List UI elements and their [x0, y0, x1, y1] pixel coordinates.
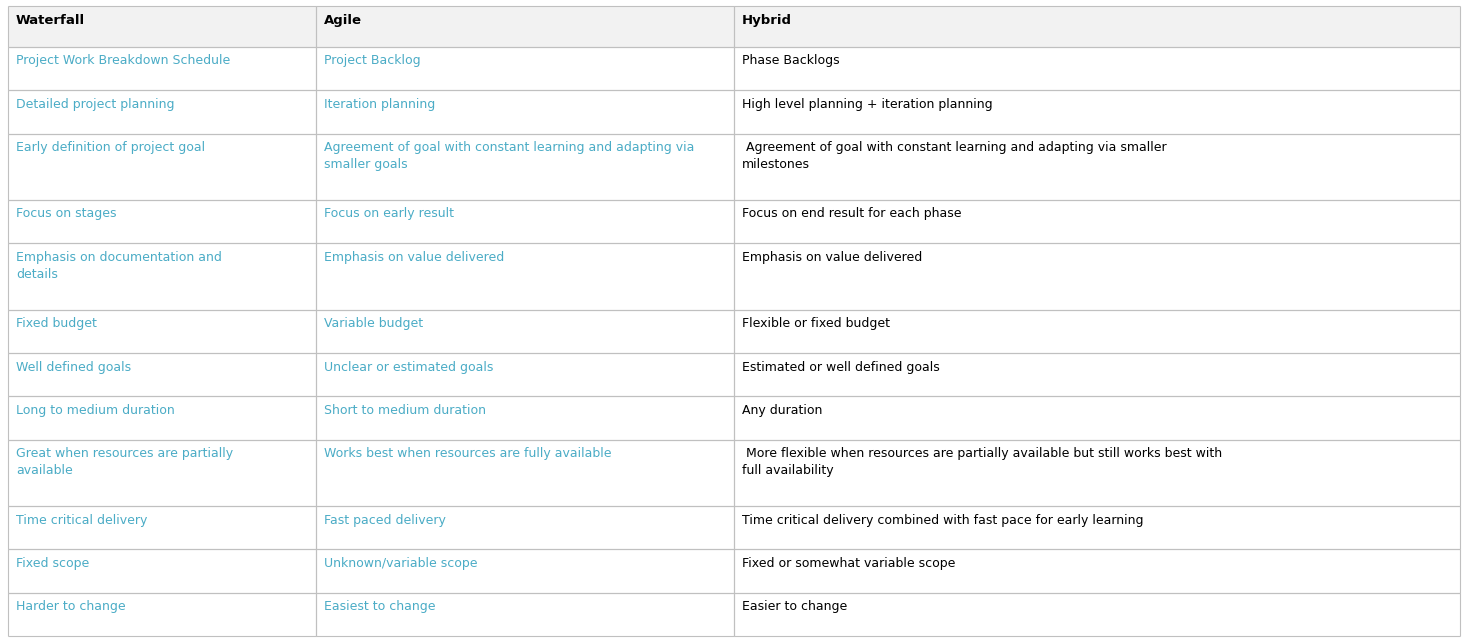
Bar — [734, 396, 1461, 440]
Text: Easiest to change: Easiest to change — [324, 600, 436, 613]
Text: High level planning + iteration planning: High level planning + iteration planning — [741, 98, 992, 111]
Text: Emphasis on value delivered: Emphasis on value delivered — [324, 251, 505, 264]
Text: Unknown/variable scope: Unknown/variable scope — [324, 557, 477, 570]
Text: Iteration planning: Iteration planning — [324, 98, 436, 111]
Bar — [7, 47, 316, 90]
Text: Focus on stages: Focus on stages — [16, 207, 116, 220]
Text: Emphasis on value delivered: Emphasis on value delivered — [741, 251, 922, 264]
Bar — [7, 353, 316, 396]
Bar — [734, 353, 1461, 396]
Text: Short to medium duration: Short to medium duration — [324, 404, 486, 417]
Bar — [316, 309, 734, 353]
Bar — [7, 243, 316, 309]
Text: Time critical delivery: Time critical delivery — [16, 514, 147, 526]
Text: Easier to change: Easier to change — [741, 600, 847, 613]
Text: Flexible or fixed budget: Flexible or fixed budget — [741, 317, 890, 330]
Text: Focus on end result for each phase: Focus on end result for each phase — [741, 207, 962, 220]
Bar — [316, 440, 734, 506]
Bar — [734, 440, 1461, 506]
Bar — [7, 6, 316, 47]
Text: Fixed or somewhat variable scope: Fixed or somewhat variable scope — [741, 557, 956, 570]
Bar — [7, 396, 316, 440]
Bar — [734, 134, 1461, 200]
Bar — [7, 506, 316, 550]
Bar — [316, 506, 734, 550]
Bar — [316, 353, 734, 396]
Bar — [316, 593, 734, 636]
Bar — [7, 90, 316, 134]
Bar — [7, 440, 316, 506]
Text: Detailed project planning: Detailed project planning — [16, 98, 175, 111]
Text: Project Work Breakdown Schedule: Project Work Breakdown Schedule — [16, 55, 230, 67]
Bar — [734, 550, 1461, 593]
Text: Agreement of goal with constant learning and adapting via smaller: Agreement of goal with constant learning… — [741, 141, 1167, 154]
Text: Variable budget: Variable budget — [324, 317, 423, 330]
Text: details: details — [16, 268, 57, 281]
Bar — [734, 593, 1461, 636]
Bar — [7, 134, 316, 200]
Bar — [7, 550, 316, 593]
Text: Harder to change: Harder to change — [16, 600, 126, 613]
Bar — [734, 47, 1461, 90]
Text: More flexible when resources are partially available but still works best with: More flexible when resources are partial… — [741, 447, 1223, 460]
Text: Unclear or estimated goals: Unclear or estimated goals — [324, 361, 493, 374]
Text: available: available — [16, 464, 73, 477]
Bar — [316, 550, 734, 593]
Text: Waterfall: Waterfall — [16, 13, 85, 27]
Text: Great when resources are partially: Great when resources are partially — [16, 447, 233, 460]
Bar — [316, 47, 734, 90]
Text: Early definition of project goal: Early definition of project goal — [16, 141, 206, 154]
Bar — [734, 506, 1461, 550]
Bar — [7, 593, 316, 636]
Text: Focus on early result: Focus on early result — [324, 207, 454, 220]
Bar — [316, 200, 734, 243]
Bar — [316, 6, 734, 47]
Bar — [734, 6, 1461, 47]
Text: Agreement of goal with constant learning and adapting via: Agreement of goal with constant learning… — [324, 141, 694, 154]
Text: full availability: full availability — [741, 464, 834, 477]
Text: Fixed scope: Fixed scope — [16, 557, 90, 570]
Text: Time critical delivery combined with fast pace for early learning: Time critical delivery combined with fas… — [741, 514, 1144, 526]
Bar — [316, 134, 734, 200]
Bar — [734, 243, 1461, 309]
Text: Fixed budget: Fixed budget — [16, 317, 97, 330]
Bar — [316, 90, 734, 134]
Text: smaller goals: smaller goals — [324, 158, 408, 171]
Text: Project Backlog: Project Backlog — [324, 55, 421, 67]
Text: Fast paced delivery: Fast paced delivery — [324, 514, 446, 526]
Text: Hybrid: Hybrid — [741, 13, 793, 27]
Bar — [7, 309, 316, 353]
Bar — [734, 200, 1461, 243]
Text: Estimated or well defined goals: Estimated or well defined goals — [741, 361, 940, 374]
Text: Emphasis on documentation and: Emphasis on documentation and — [16, 251, 222, 264]
Text: Phase Backlogs: Phase Backlogs — [741, 55, 840, 67]
Bar — [316, 396, 734, 440]
Text: Works best when resources are fully available: Works best when resources are fully avai… — [324, 447, 612, 460]
Text: Well defined goals: Well defined goals — [16, 361, 131, 374]
Bar — [316, 243, 734, 309]
Text: milestones: milestones — [741, 158, 810, 171]
Text: Agile: Agile — [324, 13, 363, 27]
Bar — [734, 309, 1461, 353]
Text: Any duration: Any duration — [741, 404, 822, 417]
Bar — [7, 200, 316, 243]
Text: Long to medium duration: Long to medium duration — [16, 404, 175, 417]
Bar — [734, 90, 1461, 134]
